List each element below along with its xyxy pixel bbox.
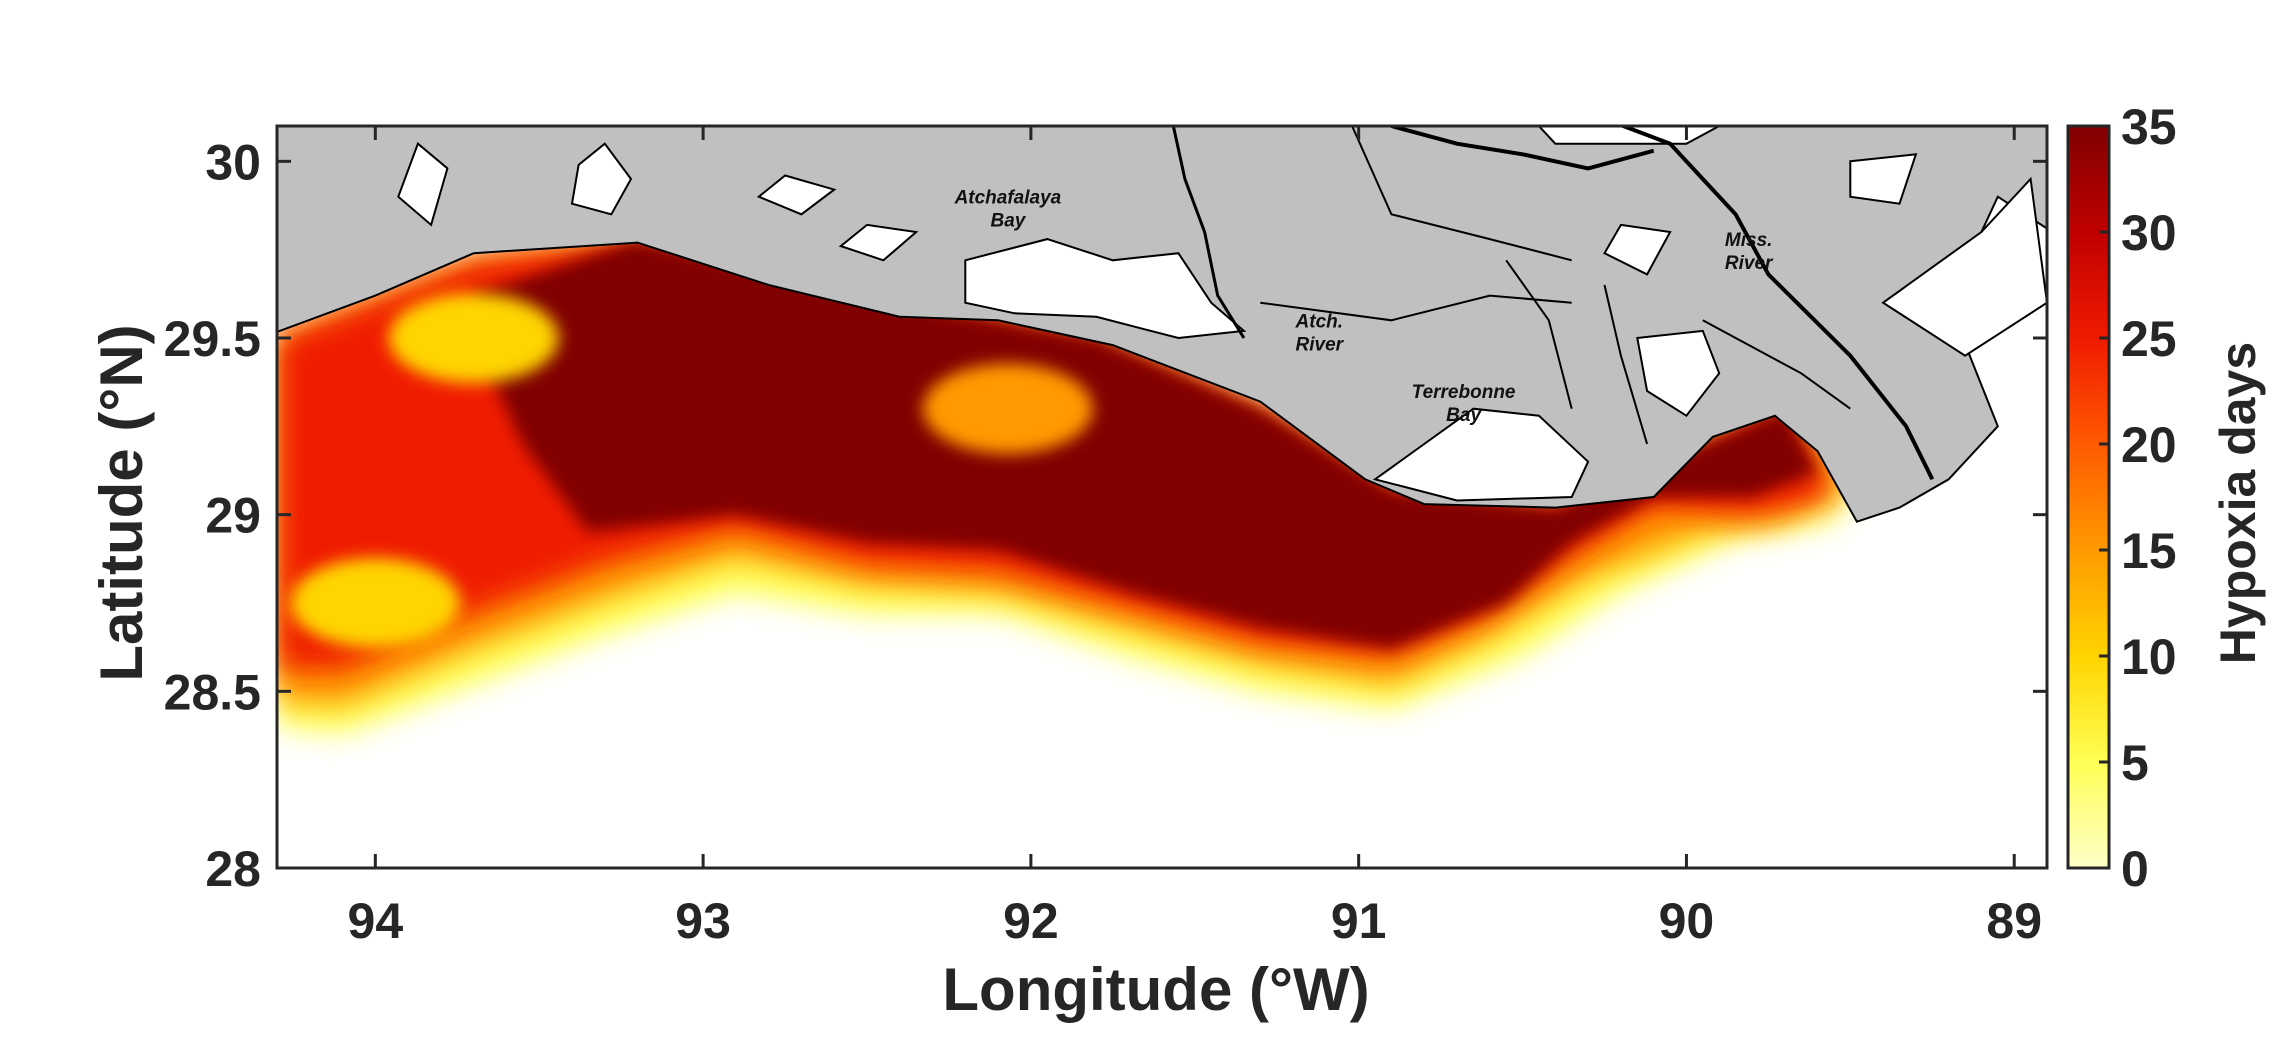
colorbar-gradient xyxy=(2066,124,2111,870)
hypoxia-heatmap xyxy=(277,239,1867,734)
colorbar-title: Hypoxia days xyxy=(2210,342,2266,664)
bayou-line-2 xyxy=(1260,294,1572,322)
land-mass xyxy=(277,126,2047,523)
bayou-line-5 xyxy=(1702,319,1851,410)
x-tick-label: 93 xyxy=(675,893,731,949)
hypoxia-patch-1 xyxy=(922,363,1093,454)
lake-2-water xyxy=(570,142,633,216)
colorbar-tick-label: 35 xyxy=(2121,99,2177,155)
colorbar-tick-label: 30 xyxy=(2121,205,2177,261)
colorbar-ticks: 0 5 10 15 20 25 30 35 xyxy=(2099,99,2177,897)
y-tick-label: 28 xyxy=(205,841,261,897)
lake-pontchartrain-water xyxy=(1537,126,1720,145)
lake-3-water xyxy=(756,174,837,216)
bayou-line-3 xyxy=(1505,259,1573,409)
place-label-atchafalaya-bay: Atchafalaya Bay xyxy=(954,188,1062,232)
y-axis-title: Latitude (°N) xyxy=(88,324,155,681)
bayou-line-4 xyxy=(1603,284,1649,445)
lake-borgne-water xyxy=(1849,153,1918,205)
hypoxia-zone-35-days xyxy=(473,239,1818,649)
state-border-line xyxy=(1390,126,1655,171)
x-axis-title: Longitude (°W) xyxy=(942,956,1369,1023)
lake-5-water xyxy=(1603,223,1672,276)
y-tick-label: 28.5 xyxy=(164,664,261,720)
place-label-line: Miss. xyxy=(1725,230,1773,251)
x-tick-label: 92 xyxy=(1003,893,1059,949)
terrebonne-bay-water xyxy=(1372,407,1590,502)
colorbar-tick-label: 25 xyxy=(2121,311,2177,367)
place-label-line: Terrebonne xyxy=(1412,382,1516,403)
place-label-line: Bay xyxy=(990,211,1026,232)
place-label-miss-river: Miss. River xyxy=(1725,230,1774,274)
colorbar-tick-label: 20 xyxy=(2121,417,2177,473)
atchafalaya-river xyxy=(1171,126,1246,339)
lake-1-water xyxy=(397,142,449,227)
colorbar-tick-label: 15 xyxy=(2121,523,2177,579)
x-tick-label: 89 xyxy=(1986,893,2042,949)
y-axis: 28 28.5 29 29.5 30 xyxy=(164,134,2047,897)
place-label-line: Atch. xyxy=(1295,311,1344,332)
x-tick-label: 91 xyxy=(1331,893,1387,949)
hypoxia-patch-3 xyxy=(290,558,461,648)
place-label-line: River xyxy=(1296,334,1345,355)
colorbar-tick-label: 10 xyxy=(2121,629,2177,685)
map-area xyxy=(277,126,2047,868)
atchafalaya-bay-water xyxy=(964,238,1247,340)
x-axis: 94 93 92 91 90 89 xyxy=(348,126,2042,949)
breton-sound-water xyxy=(1881,176,2047,357)
y-tick-label: 29.5 xyxy=(164,311,261,367)
bayou-line-1 xyxy=(1351,126,1572,262)
y-tick-label: 29 xyxy=(205,488,261,544)
hypoxia-patch-2 xyxy=(388,293,559,383)
colorbar: 0 5 10 15 20 25 30 35 Hypoxia days xyxy=(2066,99,2266,897)
lake-4-water xyxy=(838,223,919,262)
colorbar-tick-label: 0 xyxy=(2121,841,2149,897)
barataria-bay-water xyxy=(1636,329,1721,418)
y-tick-label: 30 xyxy=(205,134,261,190)
place-label-atch-river: Atch. River xyxy=(1295,311,1345,355)
place-label-line: River xyxy=(1725,253,1774,274)
map-frame xyxy=(275,124,2049,870)
place-label-line: Bay xyxy=(1446,405,1482,426)
x-tick-label: 90 xyxy=(1659,893,1715,949)
mississippi-river xyxy=(1617,126,1935,481)
colorbar-tick-label: 5 xyxy=(2121,735,2149,791)
coastline-details xyxy=(1171,126,1935,481)
x-tick-label: 94 xyxy=(348,893,404,949)
place-label-line: Atchafalaya xyxy=(954,188,1062,209)
place-label-terrebonne-bay: Terrebonne Bay xyxy=(1412,382,1516,426)
